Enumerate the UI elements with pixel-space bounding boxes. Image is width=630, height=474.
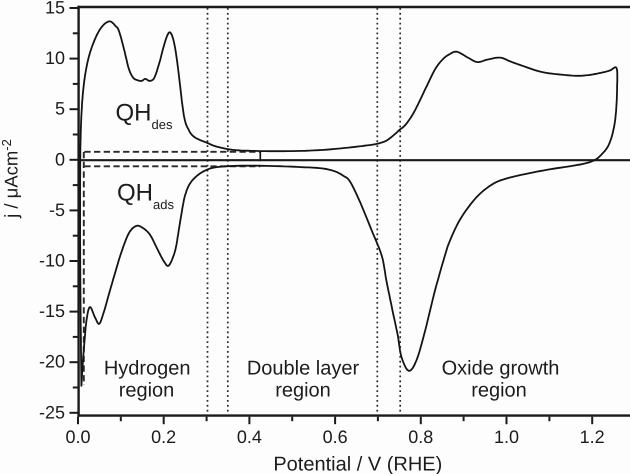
svg-text:0.0: 0.0 bbox=[65, 427, 90, 447]
svg-text:0: 0 bbox=[55, 149, 65, 169]
svg-text:-20: -20 bbox=[39, 352, 65, 372]
svg-text:j / μAcm-2: j / μAcm-2 bbox=[0, 139, 22, 219]
svg-text:Potential / V (RHE): Potential / V (RHE) bbox=[273, 454, 442, 474]
svg-text:-5: -5 bbox=[49, 200, 65, 220]
svg-text:region: region bbox=[471, 379, 527, 401]
svg-text:region: region bbox=[119, 379, 175, 401]
svg-text:-15: -15 bbox=[39, 301, 65, 321]
svg-text:-25: -25 bbox=[39, 402, 65, 422]
svg-text:-10: -10 bbox=[39, 251, 65, 271]
svg-text:Hydrogen: Hydrogen bbox=[104, 357, 191, 379]
svg-text:1.0: 1.0 bbox=[494, 427, 519, 447]
svg-text:0.8: 0.8 bbox=[408, 427, 433, 447]
svg-text:0.4: 0.4 bbox=[237, 427, 262, 447]
svg-text:Oxide growth: Oxide growth bbox=[442, 357, 560, 379]
svg-text:5: 5 bbox=[55, 99, 65, 119]
svg-text:Double layer: Double layer bbox=[247, 357, 360, 379]
svg-text:1.2: 1.2 bbox=[580, 427, 605, 447]
svg-text:0.2: 0.2 bbox=[151, 427, 176, 447]
svg-text:10: 10 bbox=[45, 48, 65, 68]
svg-text:0.6: 0.6 bbox=[323, 427, 348, 447]
svg-text:region: region bbox=[275, 379, 331, 401]
svg-text:15: 15 bbox=[45, 0, 65, 18]
